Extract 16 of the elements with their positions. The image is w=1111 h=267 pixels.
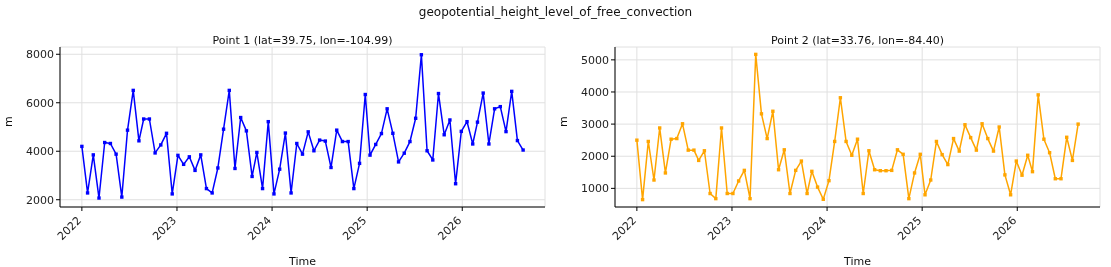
y-tick-label: 4000 (26, 145, 54, 159)
x-axis-title: Time (288, 255, 317, 267)
y-axis-title: m (1, 116, 15, 127)
x-axis-title: Time (843, 255, 872, 267)
y-tick-label: 5000 (581, 53, 609, 67)
y-axis-title: m (556, 116, 570, 127)
y-tick-label: 1000 (581, 182, 609, 196)
y-tick-label: 6000 (26, 96, 54, 110)
chart-subtitle: Point 1 (lat=39.75, lon=-104.99) (211, 34, 394, 47)
y-tick-label: 2000 (26, 193, 54, 207)
y-tick-label: 2000 (581, 150, 609, 164)
chart-title: geopotential_height_level_of_free_convection (417, 5, 694, 19)
y-tick-label: 4000 (581, 85, 609, 99)
chart-subtitle: Point 2 (lat=33.76, lon=-84.40) (769, 34, 946, 47)
y-tick-label: 3000 (581, 118, 609, 132)
y-tick-label: 8000 (26, 48, 54, 62)
